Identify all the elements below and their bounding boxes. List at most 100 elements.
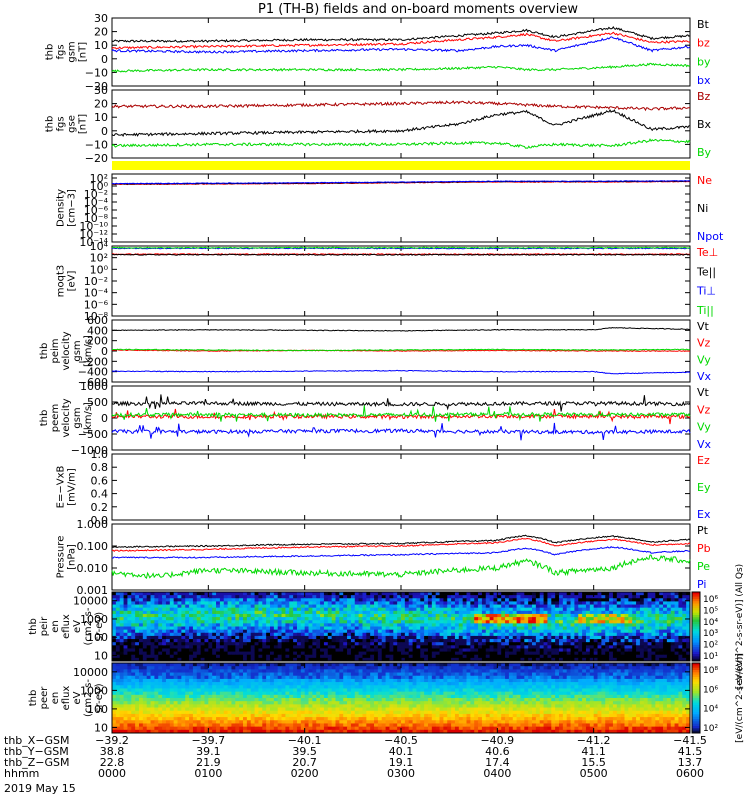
heatmap-cell	[520, 617, 525, 621]
heatmap-cell	[239, 595, 244, 599]
heatmap-cell	[659, 672, 664, 677]
heatmap-cell	[212, 657, 217, 662]
legend-entry: Bx	[697, 118, 712, 131]
heatmap-cell	[539, 629, 544, 634]
heatmap-cell	[343, 629, 348, 634]
y-tick-label: 10⁰	[90, 180, 109, 193]
heatmap-cell	[331, 626, 336, 631]
heatmap-cell	[647, 629, 652, 634]
heatmap-cell	[612, 663, 618, 667]
heatmap-cell	[516, 610, 521, 615]
heatmap-cell	[670, 669, 675, 673]
heatmap-cell	[227, 688, 232, 693]
heatmap-cell	[670, 620, 675, 624]
heatmap-cell	[219, 654, 225, 659]
heatmap-cell	[173, 666, 178, 670]
heatmap-cell	[370, 620, 375, 624]
heatmap-cell	[112, 678, 117, 683]
heatmap-cell	[289, 645, 294, 649]
heatmap-cell	[165, 663, 171, 667]
heatmap-cell	[138, 666, 144, 670]
heatmap-cell	[112, 666, 117, 670]
legend-entry: Vz	[697, 337, 711, 350]
heatmap-cell	[266, 645, 271, 649]
heatmap-cell	[273, 669, 279, 673]
heatmap-cell	[678, 613, 683, 618]
heatmap-cell	[597, 657, 602, 662]
heatmap-cell	[323, 675, 329, 680]
heatmap-cell	[401, 669, 406, 673]
heatmap-cell	[427, 604, 433, 609]
heatmap-cell	[146, 601, 151, 605]
heatmap-cell	[512, 610, 517, 615]
heatmap-cell	[678, 617, 683, 621]
heatmap-cell	[296, 669, 302, 673]
heatmap-cell	[343, 607, 348, 612]
heatmap-cell	[612, 610, 618, 615]
heatmap-cell	[112, 682, 117, 686]
y-label-line: gsm	[67, 41, 78, 62]
heatmap-cell	[239, 645, 244, 649]
heatmap-cell	[663, 607, 668, 612]
heatmap-cell	[250, 663, 255, 667]
heatmap-cell	[189, 663, 194, 667]
heatmap-cell	[632, 669, 637, 673]
heatmap-cell	[385, 635, 390, 640]
heatmap-cell	[474, 601, 479, 605]
heatmap-cell	[246, 648, 252, 652]
heatmap-cell	[285, 601, 290, 605]
heatmap-cell	[177, 620, 182, 624]
heatmap-cell	[350, 604, 356, 609]
heatmap-cell	[655, 645, 660, 649]
heatmap-cell	[300, 610, 306, 615]
legend-entry: Pe	[697, 560, 710, 573]
heatmap-cell	[115, 682, 121, 686]
heatmap-cell	[335, 617, 340, 621]
heatmap-cell	[539, 626, 544, 631]
heatmap-cell	[493, 682, 498, 686]
heatmap-cell	[127, 654, 132, 659]
heatmap-cell	[593, 645, 598, 649]
heatmap-cell	[312, 685, 317, 689]
heatmap-cell	[647, 610, 652, 615]
heatmap-cell	[609, 666, 614, 670]
heatmap-cell	[547, 601, 552, 605]
heatmap-cell	[289, 617, 294, 621]
heatmap-cell	[189, 651, 194, 656]
heatmap-cell	[296, 601, 302, 605]
plot-frame	[111, 453, 691, 521]
heatmap-cell	[543, 685, 548, 689]
heatmap-cell	[481, 601, 487, 605]
heatmap-cell	[424, 623, 429, 627]
heatmap-cell	[678, 632, 683, 637]
heatmap-cell	[377, 592, 383, 596]
heatmap-cell	[335, 651, 340, 656]
heatmap-cell	[173, 635, 178, 640]
heatmap-cell	[323, 648, 329, 652]
heatmap-cell	[316, 642, 321, 646]
heatmap-cell	[401, 620, 406, 624]
heatmap-cell	[481, 672, 487, 677]
heatmap-cell	[219, 682, 225, 686]
heatmap-cell	[516, 642, 521, 646]
heatmap-cell	[570, 648, 575, 652]
heatmap-cell	[296, 648, 302, 652]
heatmap-cell	[350, 669, 356, 673]
heatmap-cell	[636, 639, 641, 643]
heatmap-cell	[616, 632, 622, 637]
series-line	[112, 253, 690, 256]
heatmap-cell	[620, 613, 625, 618]
heatmap-cell	[458, 629, 464, 634]
heatmap-cell	[558, 669, 564, 673]
heatmap-cell	[296, 629, 302, 634]
heatmap-cell	[454, 629, 460, 634]
heatmap-cell	[655, 623, 660, 627]
heatmap-cell	[647, 682, 652, 686]
heatmap-cell	[616, 620, 622, 624]
heatmap-cell	[123, 629, 128, 634]
heatmap-cell	[269, 620, 275, 624]
heatmap-cell	[647, 601, 652, 605]
heatmap-cell	[389, 678, 394, 683]
heatmap-cell	[412, 604, 417, 609]
heatmap-cell	[543, 607, 548, 612]
